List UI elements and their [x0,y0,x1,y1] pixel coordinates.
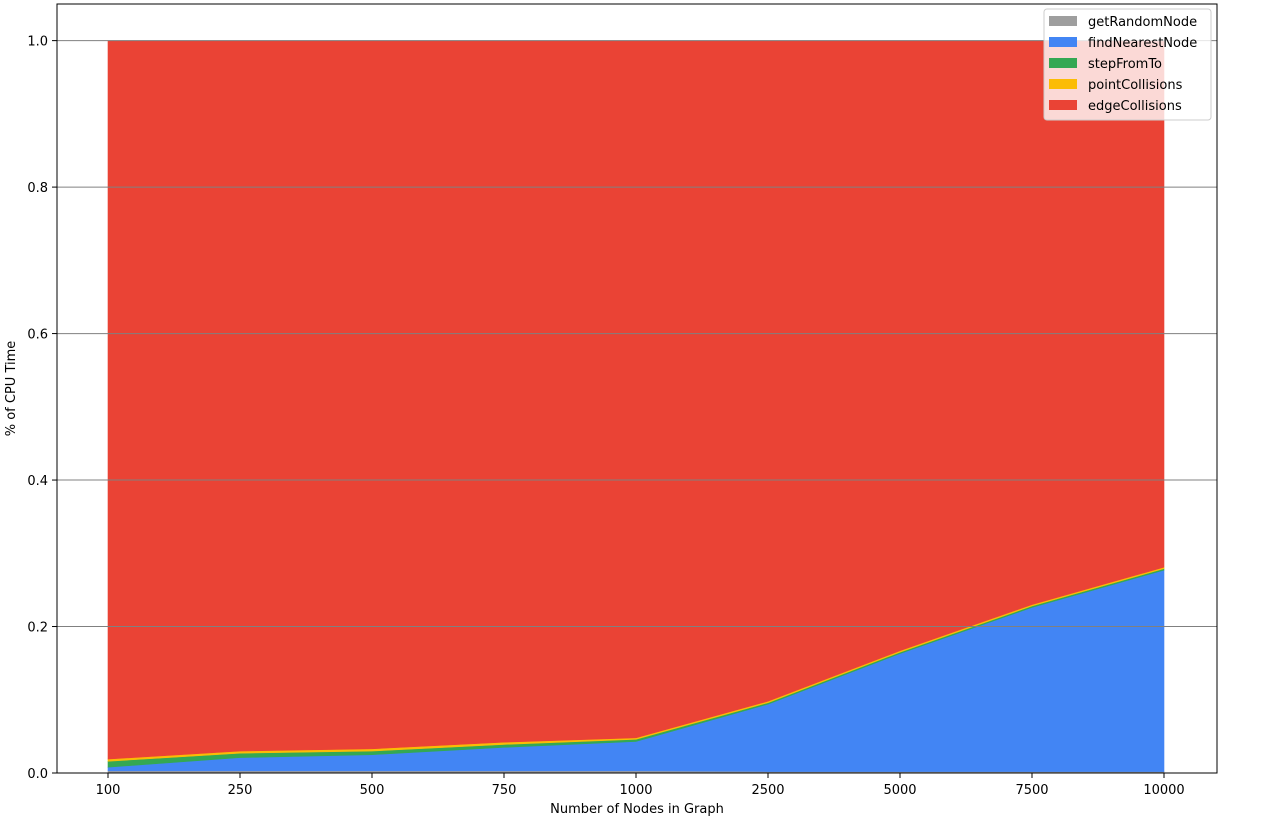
x-tick-label: 5000 [883,783,916,798]
legend-label: pointCollisions [1088,78,1183,93]
y-tick-label: 0.8 [27,181,48,196]
y-axis: 0.0 0.2 0.4 0.6 0.8 1.0 [27,35,57,782]
x-tick-label: 250 [228,783,253,798]
legend-swatch [1049,100,1077,110]
legend: getRandomNode findNearestNode stepFromTo po… [1043,8,1212,121]
legend-label: edgeCollisions [1088,99,1182,114]
y-tick-label: 0.0 [27,767,48,782]
legend-swatch [1049,37,1077,47]
legend-label: getRandomNode [1088,15,1197,30]
legend-box [1043,8,1212,121]
legend-label: findNearestNode [1088,36,1197,51]
plot-frame [56,3,1218,774]
x-tick-label: 750 [492,783,517,798]
plot-area [107,40,1165,774]
y-tick-label: 1.0 [27,35,48,50]
x-tick-label: 2500 [751,783,784,798]
y-tick-label: 0.6 [27,328,48,343]
x-tick-label: 1000 [619,783,652,798]
legend-swatch [1049,79,1077,89]
x-axis: 100 250 500 750 1000 2500 5000 7500 10000 [96,773,1185,798]
legend-label: stepFromTo [1088,57,1162,72]
y-tick-label: 0.2 [27,621,48,636]
x-tick-label: 100 [96,783,121,798]
x-tick-label: 500 [360,783,385,798]
y-tick-label: 0.4 [27,474,48,489]
y-axis-label: % of CPU Time [4,341,19,437]
x-tick-label: 10000 [1143,783,1184,798]
legend-swatch [1049,16,1077,26]
legend-swatch [1049,58,1077,68]
x-axis-label: Number of Nodes in Graph [550,802,724,817]
x-tick-label: 7500 [1015,783,1048,798]
